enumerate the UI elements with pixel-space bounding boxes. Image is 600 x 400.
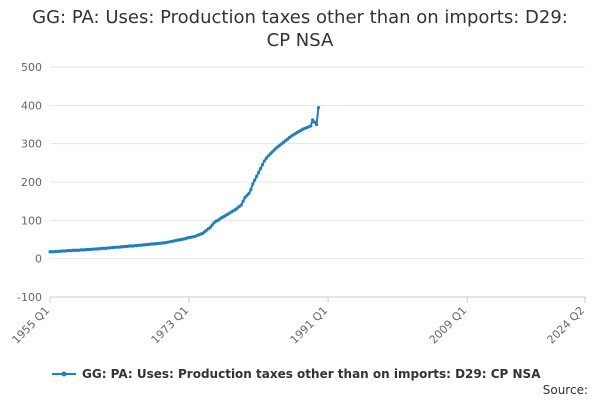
data-point[interactable] [260, 163, 265, 167]
data-point[interactable] [210, 223, 214, 227]
y-tick-label-4: 300 [21, 138, 42, 151]
x-tick-label-1: 1973 Q1 [149, 304, 192, 347]
data-point[interactable] [309, 124, 313, 128]
x-tick-label-0: 1955 Q1 [10, 304, 53, 347]
legend-entry-label: GG: PA: Uses: Production taxes other tha… [82, 367, 541, 381]
y-tick-label-5: 400 [21, 99, 42, 112]
data-point[interactable] [311, 118, 315, 122]
data-point[interactable] [241, 199, 245, 203]
gridlines [50, 66, 585, 298]
legend-marker [61, 371, 67, 377]
data-point[interactable] [314, 122, 319, 127]
data-point[interactable] [253, 178, 257, 182]
data-point[interactable] [251, 182, 255, 186]
series-line-0 [50, 107, 320, 253]
data-point[interactable] [255, 174, 259, 178]
data-point[interactable] [264, 156, 268, 160]
chart-title-line-1: GG: PA: Uses: Production taxes other tha… [32, 7, 568, 28]
y-tick-label-2: 100 [21, 214, 42, 227]
data-point[interactable] [262, 159, 266, 163]
x-axis-tick-labels: 1955 Q1 1973 Q1 1991 Q1 2009 Q1 2024 Q2 [10, 304, 588, 347]
x-axis [49, 296, 586, 303]
y-tick-label-1: 0 [35, 253, 42, 266]
source-label: Source: [543, 383, 588, 397]
y-axis-tick-labels: -100 0 100 200 300 400 500 [17, 61, 42, 304]
y-tick-label-6: 500 [21, 61, 42, 74]
data-point[interactable] [256, 170, 261, 175]
data-point[interactable] [208, 225, 212, 229]
x-tick-label-4: 2024 Q2 [545, 304, 588, 347]
legend[interactable]: GG: PA: Uses: Production taxes other tha… [52, 367, 541, 381]
data-point[interactable] [316, 106, 321, 110]
x-tick-label-2: 1991 Q1 [288, 304, 331, 347]
data-point[interactable] [313, 120, 317, 124]
y-tick-label-3: 200 [21, 176, 42, 189]
data-point[interactable] [239, 203, 243, 207]
data-point[interactable] [258, 166, 263, 171]
data-point[interactable] [249, 188, 253, 192]
data-point[interactable] [247, 191, 251, 196]
series-group [48, 106, 321, 254]
y-tick-label-0: -100 [17, 291, 42, 304]
chart-title-line-2: CP NSA [267, 30, 334, 51]
x-tick-label-3: 2009 Q1 [427, 304, 470, 347]
